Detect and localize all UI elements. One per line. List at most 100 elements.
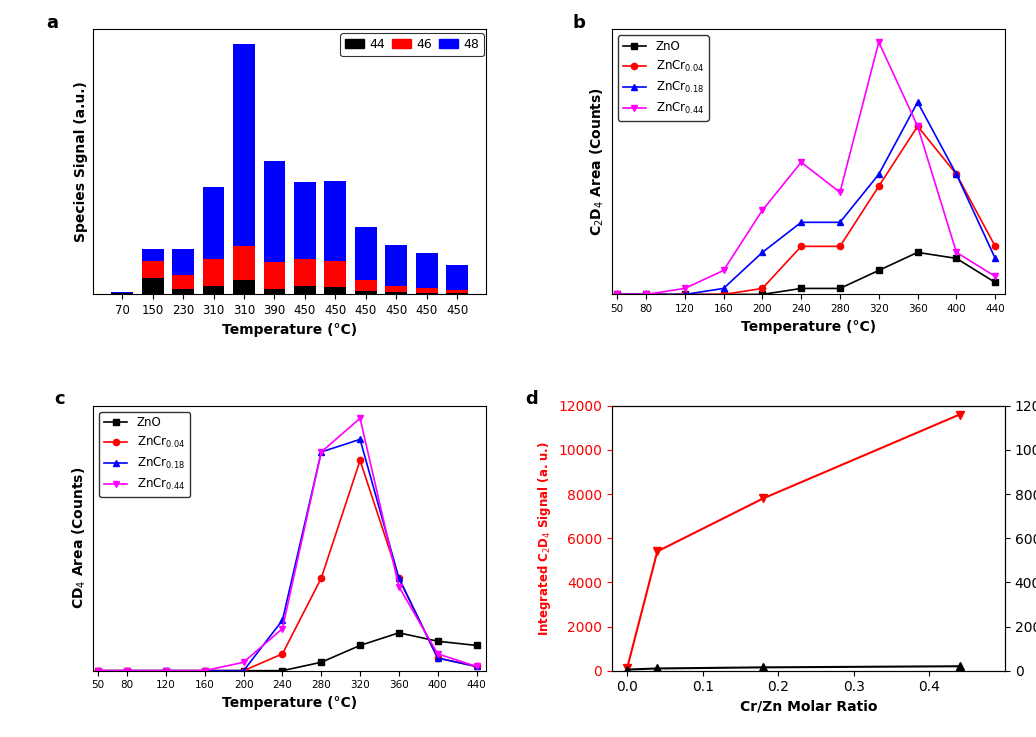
Bar: [324, 181, 346, 261]
ZnO: [610, 290, 623, 299]
Bar: [172, 248, 194, 275]
ZnO: [160, 666, 172, 675]
ZnO: [92, 666, 105, 675]
ZnCr$_{0.18}$: [912, 98, 924, 107]
Bar: [415, 287, 438, 293]
Text: d: d: [525, 390, 539, 408]
ZnCr$_{0.04}$: [989, 242, 1002, 251]
ZnCr$_{0.44}$: [277, 624, 289, 633]
ZnCr$_{0.44}$: [872, 38, 885, 46]
Bar: [142, 248, 164, 261]
ZnCr$_{0.44}$: [756, 206, 769, 214]
ZnCr$_{0.18}$: [315, 447, 327, 456]
ZnCr$_{0.44}$: [431, 649, 443, 658]
Bar: [172, 275, 194, 289]
Bar: [172, 289, 194, 295]
Bar: [447, 293, 468, 295]
Legend: 44, 46, 48: 44, 46, 48: [340, 33, 484, 56]
X-axis label: Temperature (°C): Temperature (°C): [222, 323, 357, 337]
ZnCr$_{0.18}$: [950, 170, 962, 178]
Bar: [111, 293, 133, 295]
ZnCr$_{0.04}$: [393, 573, 405, 582]
ZnCr$_{0.04}$: [610, 290, 623, 299]
Line: ZnCr$_{0.18}$: ZnCr$_{0.18}$: [95, 436, 480, 674]
ZnCr$_{0.04}$: [756, 284, 769, 293]
ZnO: [989, 278, 1002, 287]
Bar: [203, 187, 225, 259]
ZnO: [431, 637, 443, 646]
ZnO: [834, 284, 846, 293]
Bar: [142, 261, 164, 278]
Y-axis label: C$_2$D$_4$ Area (Counts): C$_2$D$_4$ Area (Counts): [589, 88, 606, 237]
Bar: [355, 291, 377, 295]
Bar: [233, 280, 255, 295]
ZnCr$_{0.18}$: [199, 666, 211, 675]
Bar: [203, 286, 225, 295]
ZnCr$_{0.44}$: [470, 662, 483, 671]
Bar: [294, 286, 316, 295]
ZnO: [277, 666, 289, 675]
Bar: [385, 286, 407, 292]
ZnCr$_{0.04}$: [717, 290, 729, 299]
ZnCr$_{0.44}$: [393, 582, 405, 591]
Bar: [203, 259, 225, 286]
Bar: [447, 290, 468, 293]
ZnCr$_{0.04}$: [470, 662, 483, 671]
ZnO: [872, 266, 885, 275]
ZnCr$_{0.18}$: [834, 218, 846, 227]
ZnCr$_{0.04}$: [912, 122, 924, 130]
ZnCr$_{0.04}$: [160, 666, 172, 675]
ZnCr$_{0.04}$: [277, 649, 289, 658]
Line: ZnCr$_{0.44}$: ZnCr$_{0.44}$: [95, 415, 480, 674]
ZnCr$_{0.04}$: [237, 666, 250, 675]
ZnCr$_{0.18}$: [679, 290, 691, 299]
ZnCr$_{0.18}$: [121, 666, 134, 675]
Bar: [385, 245, 407, 286]
Bar: [294, 182, 316, 259]
ZnCr$_{0.18}$: [795, 218, 807, 227]
ZnCr$_{0.44}$: [679, 284, 691, 293]
ZnCr$_{0.18}$: [237, 666, 250, 675]
ZnO: [795, 284, 807, 293]
Bar: [447, 265, 468, 290]
ZnCr$_{0.18}$: [872, 170, 885, 178]
Line: ZnCr$_{0.44}$: ZnCr$_{0.44}$: [613, 39, 999, 298]
ZnO: [950, 254, 962, 263]
Legend: ZnO, ZnCr$_{0.04}$, ZnCr$_{0.18}$, ZnCr$_{0.44}$: ZnO, ZnCr$_{0.04}$, ZnCr$_{0.18}$, ZnCr$…: [99, 412, 191, 497]
ZnCr$_{0.18}$: [717, 284, 729, 293]
Bar: [263, 161, 286, 262]
Bar: [233, 44, 255, 246]
ZnO: [354, 641, 367, 650]
Bar: [111, 292, 133, 293]
Bar: [415, 293, 438, 295]
ZnCr$_{0.44}$: [989, 272, 1002, 281]
Y-axis label: Integrated C$_2$D$_4$ Signal (a. u.): Integrated C$_2$D$_4$ Signal (a. u.): [536, 441, 553, 635]
ZnO: [679, 290, 691, 299]
Bar: [233, 246, 255, 280]
ZnCr$_{0.44}$: [237, 658, 250, 667]
ZnCr$_{0.44}$: [639, 290, 652, 299]
ZnCr$_{0.04}$: [795, 242, 807, 251]
ZnCr$_{0.44}$: [121, 666, 134, 675]
Line: ZnO: ZnO: [613, 249, 999, 298]
ZnO: [237, 666, 250, 675]
Bar: [355, 228, 377, 281]
ZnCr$_{0.04}$: [639, 290, 652, 299]
ZnCr$_{0.44}$: [92, 666, 105, 675]
Bar: [355, 281, 377, 291]
ZnCr$_{0.04}$: [679, 290, 691, 299]
ZnO: [199, 666, 211, 675]
ZnCr$_{0.44}$: [199, 666, 211, 675]
ZnCr$_{0.18}$: [470, 662, 483, 671]
ZnCr$_{0.18}$: [989, 254, 1002, 263]
Bar: [415, 253, 438, 287]
ZnO: [756, 290, 769, 299]
ZnCr$_{0.18}$: [431, 654, 443, 663]
ZnCr$_{0.04}$: [121, 666, 134, 675]
Text: a: a: [46, 13, 58, 32]
ZnCr$_{0.04}$: [354, 456, 367, 465]
ZnCr$_{0.44}$: [834, 188, 846, 197]
Line: ZnO: ZnO: [95, 629, 480, 674]
Text: b: b: [573, 13, 585, 32]
Bar: [385, 292, 407, 295]
